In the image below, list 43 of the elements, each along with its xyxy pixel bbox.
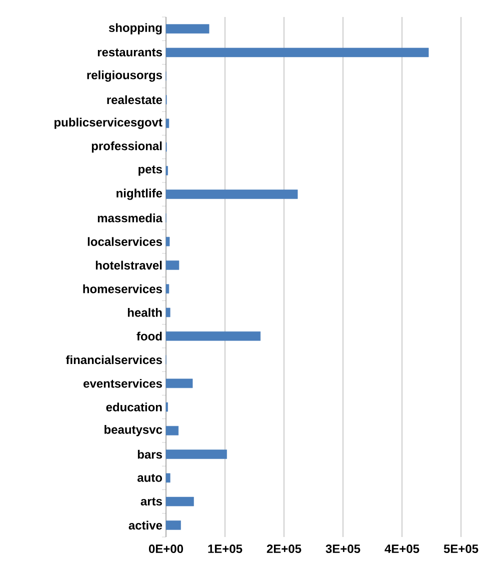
- bar: [166, 450, 227, 459]
- x-tick-label: 3E+05: [326, 544, 360, 554]
- bar: [166, 378, 193, 388]
- y-tick-label: health: [128, 308, 162, 317]
- bar: [166, 284, 170, 294]
- bar: [166, 308, 170, 318]
- bar: [166, 190, 298, 199]
- y-tick-label: professional: [92, 141, 162, 153]
- y-tick-label: restaurants: [98, 48, 162, 56]
- bar: [166, 426, 179, 436]
- bar: [166, 473, 170, 483]
- x-tick-label: 1E+05: [208, 544, 242, 554]
- y-tick-label: active: [128, 520, 162, 530]
- y-tick-label: arts: [140, 498, 162, 506]
- y-tick-label: publicservicesgovt: [54, 118, 162, 129]
- y-tick-label: localservices: [88, 237, 162, 246]
- x-tick-label: 4E+05: [384, 544, 420, 554]
- y-tick-label: shopping: [108, 23, 162, 34]
- y-tick-label: financialservices: [66, 355, 162, 364]
- y-tick-label: nightlife: [116, 188, 162, 200]
- bar: [166, 24, 210, 34]
- bar: [166, 48, 429, 58]
- y-tick-label: realestate: [107, 95, 162, 104]
- y-tick-label: bars: [138, 450, 162, 459]
- bar: [166, 331, 261, 341]
- bar: [166, 260, 180, 270]
- y-tick-label: auto: [137, 474, 162, 482]
- y-tick-label: massmedia: [98, 214, 163, 222]
- y-tick-label: education: [106, 402, 162, 412]
- y-tick-label: homeservices: [83, 284, 162, 294]
- y-tick-label: pets: [138, 165, 162, 176]
- bar: [166, 496, 194, 506]
- y-tick-label: food: [136, 332, 162, 340]
- y-tick-label: beautysvc: [104, 425, 162, 436]
- bar: [166, 236, 170, 246]
- y-tick-label: hotelstravel: [96, 260, 162, 270]
- y-tick-label: religiousorgs: [87, 70, 162, 82]
- y-tick-label: eventservices: [84, 378, 162, 388]
- x-tick-label: 5E+05: [444, 544, 478, 554]
- x-tick-label: 2E+05: [266, 544, 302, 554]
- bar: [166, 118, 170, 128]
- bar: [166, 520, 181, 530]
- x-tick-label: 0E+00: [148, 544, 184, 554]
